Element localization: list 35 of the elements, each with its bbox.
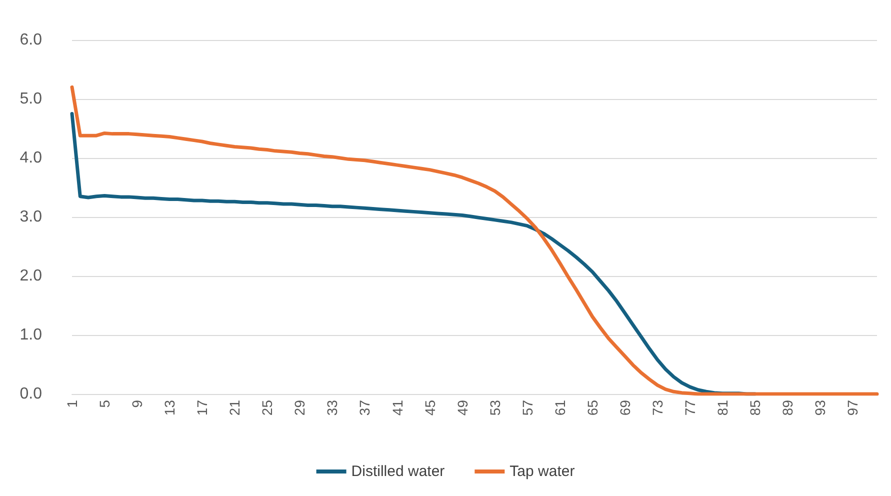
x-tick-label: 85 bbox=[747, 400, 764, 416]
x-tick-label: 29 bbox=[292, 400, 308, 416]
x-tick-label: 65 bbox=[584, 400, 600, 416]
x-tick-label: 45 bbox=[422, 400, 438, 416]
legend-label: Distilled water bbox=[351, 463, 445, 480]
x-tick-label: 73 bbox=[649, 400, 666, 416]
x-tick-label: 69 bbox=[616, 400, 633, 416]
x-tick-label: 49 bbox=[454, 400, 470, 416]
y-tick-label: 0.0 bbox=[20, 386, 42, 402]
y-tick-label: 3.0 bbox=[20, 208, 42, 226]
x-tick-label: 37 bbox=[356, 400, 373, 416]
x-tick-label: 13 bbox=[162, 400, 178, 416]
x-tick-label: 77 bbox=[682, 400, 698, 416]
x-tick-label: 21 bbox=[226, 400, 243, 416]
legend-label: Tap water bbox=[510, 463, 575, 480]
y-tick-label: 1.0 bbox=[20, 326, 42, 344]
line-series bbox=[70, 85, 879, 396]
x-tick-label: 97 bbox=[844, 400, 861, 416]
x-tick-label: 25 bbox=[259, 400, 276, 416]
x-tick-label: 33 bbox=[324, 400, 340, 416]
y-tick-label: 4.0 bbox=[20, 150, 42, 166]
x-tick-label: 17 bbox=[194, 400, 210, 416]
x-tick-label: 61 bbox=[552, 400, 568, 416]
x-tick-label: 81 bbox=[714, 400, 731, 416]
y-tick-label: 5.0 bbox=[20, 90, 42, 108]
y-tick-label: 6.0 bbox=[20, 32, 42, 48]
x-tick-label: 89 bbox=[780, 400, 796, 416]
x-tick-label: 53 bbox=[486, 400, 503, 416]
y-tick-label: 2.0 bbox=[20, 268, 42, 284]
x-tick-label: 93 bbox=[812, 400, 828, 416]
x-tick-label: 57 bbox=[519, 400, 536, 416]
x-tick-label: 5 bbox=[96, 400, 113, 408]
x-tick-label: 9 bbox=[129, 400, 146, 408]
x-tick-label: 41 bbox=[389, 400, 406, 416]
x-tick-label: 1 bbox=[64, 400, 80, 408]
